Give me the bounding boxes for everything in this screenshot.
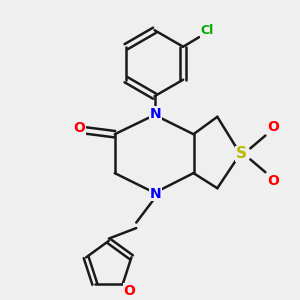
Text: S: S xyxy=(236,146,247,161)
Text: N: N xyxy=(150,107,161,121)
Text: O: O xyxy=(267,174,279,188)
Text: O: O xyxy=(267,120,279,134)
Text: N: N xyxy=(150,187,161,201)
Text: O: O xyxy=(124,284,136,298)
Text: Cl: Cl xyxy=(201,24,214,37)
Text: O: O xyxy=(74,121,86,135)
